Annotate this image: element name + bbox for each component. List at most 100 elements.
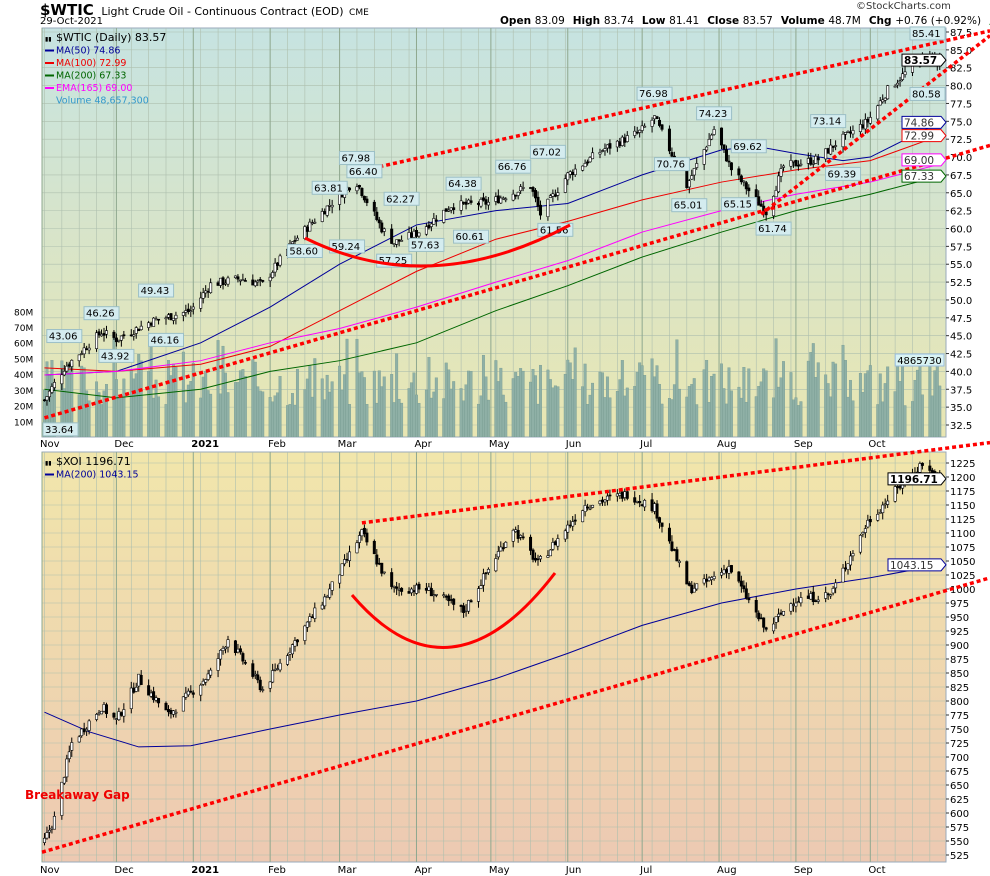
y-tick-label: 1150 (950, 501, 975, 512)
candle-body (400, 587, 404, 592)
candle-body (80, 728, 84, 737)
x-tick-label: Oct (868, 865, 885, 876)
volume-bar (233, 382, 237, 437)
candle-body (219, 277, 223, 286)
volume-bar (191, 362, 195, 437)
candle-body (462, 202, 466, 204)
volume-bar (516, 375, 520, 437)
volume-bar (119, 397, 123, 437)
volume-bar (251, 359, 255, 437)
candle-body (243, 662, 247, 664)
candle-body (397, 239, 401, 242)
candle-body (206, 290, 210, 293)
volume-bar (591, 382, 595, 437)
trendline (41, 576, 990, 854)
y-tick-label: 50.0 (950, 296, 972, 307)
candle-body (449, 207, 453, 211)
y-tick-label: 65.0 (950, 189, 972, 200)
volume-tick-label: 60M (14, 340, 33, 350)
volume-bar (623, 395, 627, 437)
volume-bar (209, 393, 213, 437)
volume-bar (345, 338, 349, 437)
volume-bar (261, 391, 265, 437)
candle-body (563, 178, 567, 193)
volume-bar (747, 368, 751, 437)
candle-body (42, 399, 46, 402)
price-annotation: 65.15 (723, 200, 752, 211)
candle-body (459, 200, 463, 211)
candle-body (47, 829, 51, 833)
candle-body (893, 486, 897, 502)
volume-bar (410, 382, 413, 437)
legend-swatch (45, 62, 54, 64)
price-annotation: 49.43 (141, 286, 170, 297)
candle-body (881, 99, 885, 103)
volume-bar (849, 380, 852, 437)
candle-body (186, 690, 190, 696)
candle-body (650, 499, 654, 512)
y-tick-label: 575 (950, 823, 969, 834)
candle-body (553, 194, 557, 197)
volume-bar (692, 378, 696, 437)
y-tick-label: 37.5 (950, 385, 972, 396)
candle-body (633, 497, 637, 503)
candle-body (603, 148, 607, 152)
candle-body (638, 129, 642, 133)
candle-body (295, 237, 299, 241)
volume-bar (348, 404, 351, 437)
volume-bar (114, 379, 118, 437)
volume-bar (444, 362, 448, 437)
volume-bar (95, 381, 99, 437)
candle-body (221, 277, 225, 285)
volume-bar (829, 396, 833, 437)
candle-body (583, 505, 587, 512)
volume-bar (774, 338, 778, 437)
candle-body (412, 230, 416, 238)
candle-body (655, 503, 659, 519)
volume-bar (861, 392, 865, 437)
volume-bar (625, 387, 629, 437)
volume-bar (687, 386, 691, 437)
volume-bar (811, 343, 815, 437)
candle-body (85, 728, 89, 732)
candle-body (702, 578, 706, 584)
volume-bar (640, 365, 644, 437)
candle-body (799, 163, 803, 166)
price-annotation: 46.26 (86, 309, 115, 320)
candle-body (829, 594, 833, 597)
candle-body (814, 155, 818, 164)
candle-body (467, 199, 471, 204)
volume-bar (221, 345, 225, 437)
instrument-name: Light Crude Oil - Continuous Contract (E… (101, 5, 344, 18)
candle-body (650, 119, 654, 127)
candle-body (181, 312, 185, 316)
volume-bar (583, 363, 587, 437)
candle-body (392, 243, 396, 246)
volume-bar (772, 397, 776, 437)
volume-bar (486, 399, 490, 437)
candle-body (687, 180, 691, 188)
y-tick-label: 55.0 (950, 260, 972, 271)
candle-body (191, 306, 195, 310)
candle-body (186, 308, 190, 313)
candle-body (707, 139, 711, 147)
candle-body (672, 549, 676, 551)
ma-line-ma50 (44, 121, 940, 376)
candle-body (710, 577, 714, 580)
volume-bar (556, 386, 560, 437)
candle-body (653, 503, 657, 512)
candle-body (598, 500, 602, 505)
volume-bar (727, 367, 731, 437)
y-tick-label: 85.0 (950, 46, 972, 57)
annotation-box (346, 164, 383, 179)
candle-body (600, 150, 604, 152)
candle-body (844, 132, 848, 135)
candle-body (261, 689, 265, 691)
candle-body (360, 187, 364, 196)
candle-body (129, 334, 133, 337)
candle-body (410, 232, 414, 238)
candle-body (727, 566, 731, 574)
price-annotation: 59.24 (332, 242, 361, 253)
candle-body (551, 193, 555, 197)
candle-body (878, 512, 882, 514)
